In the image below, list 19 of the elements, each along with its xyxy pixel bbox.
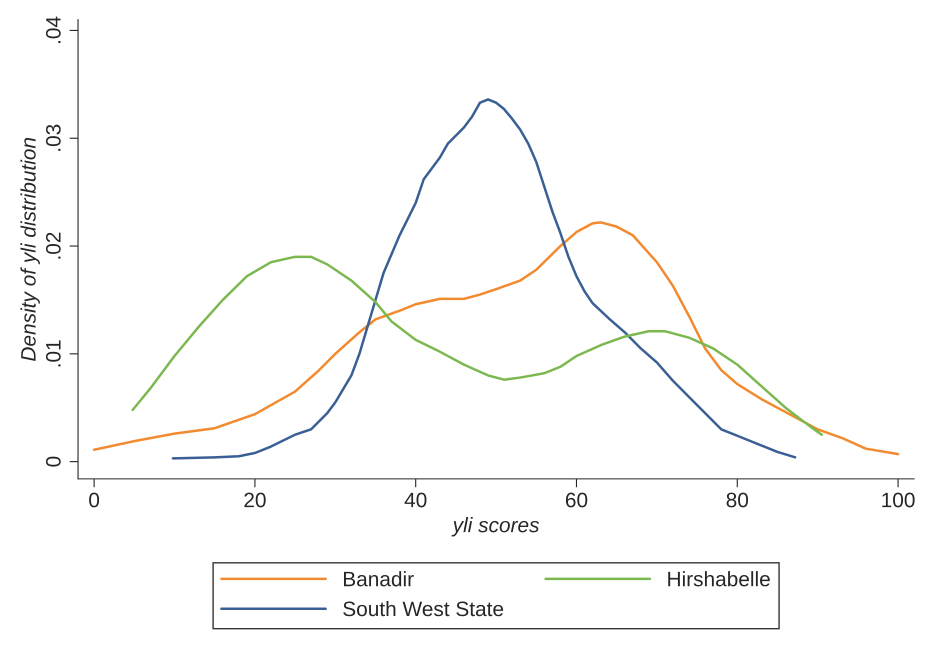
legend-label: Hirshabelle <box>668 571 770 586</box>
legend-label: South West State <box>343 600 504 616</box>
y-tick-label: .02 <box>46 232 61 259</box>
x-axis-title: yli scores <box>451 517 540 536</box>
legend-label: Banadir <box>344 571 414 586</box>
x-tick-label: 80 <box>726 492 748 508</box>
x-tick-label: 100 <box>882 492 915 508</box>
y-tick-label: .04 <box>46 16 61 44</box>
y-axis-title: Density of yli distribution <box>20 138 40 361</box>
line-series <box>131 256 823 436</box>
line-series <box>92 221 900 456</box>
y-tick-label: .03 <box>46 124 61 151</box>
x-tick-label: 40 <box>404 492 426 508</box>
line-series <box>172 98 796 460</box>
y-tick-label: .01 <box>46 340 61 366</box>
x-tick-label: 60 <box>566 492 588 508</box>
x-tick-label: 0 <box>89 492 100 508</box>
x-tick-label: 20 <box>244 492 266 508</box>
y-tick-label: 0 <box>46 456 61 467</box>
